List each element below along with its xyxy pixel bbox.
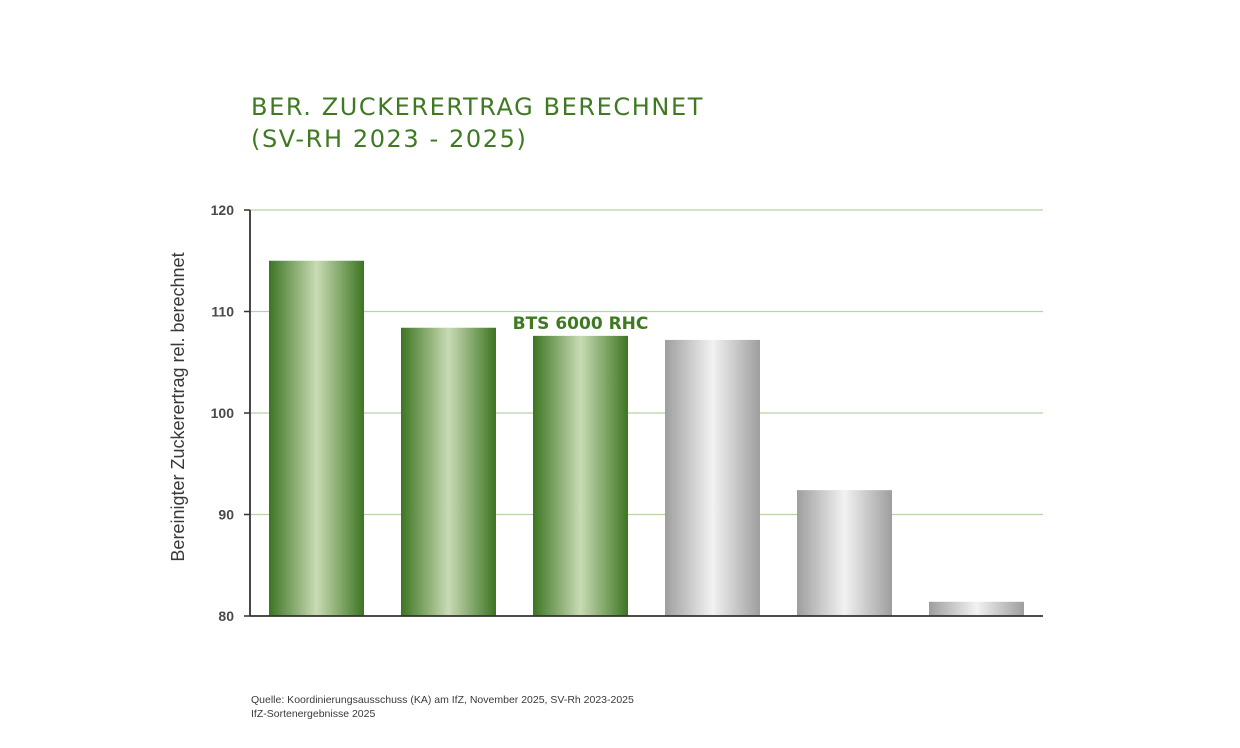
- chart-title-line-2: (SV-RH 2023 - 2025): [251, 125, 528, 153]
- bar-2: [401, 327, 496, 616]
- y-axis-label: Bereinigter Zuckerertrag rel. berechnet: [168, 252, 188, 561]
- source-note: Quelle: Koordinierungsausschuss (KA) am …: [251, 693, 634, 721]
- bar-annotation-1: BTS 6000 RHC: [513, 314, 649, 334]
- chart-title-line-1: BER. ZUCKERERTRAG BERECHNET: [251, 93, 704, 121]
- y-tick-label-90: 90: [218, 507, 234, 523]
- bar-5: [797, 490, 892, 616]
- bar-3: [533, 335, 628, 616]
- bars: [269, 260, 1024, 616]
- labels: 80 90 100 110 120 BTS 6000 RHC Bereinigter Zuc…: [168, 202, 648, 624]
- bar-6: [929, 601, 1024, 616]
- grid-lines: [250, 209, 1043, 516]
- y-tick-label-100: 100: [211, 405, 235, 421]
- source-line-1: Quelle: Koordinierungsausschuss (KA) am …: [251, 694, 634, 706]
- y-tick-label-80: 80: [218, 608, 234, 624]
- bar-1: [269, 260, 364, 616]
- bar-4: [665, 339, 760, 616]
- y-tick-label-110: 110: [211, 304, 234, 320]
- chart-title: BER. ZUCKERERTRAG BERECHNET (SV-RH 2023 …: [251, 91, 704, 155]
- y-tick-label-120: 120: [211, 202, 235, 218]
- source-line-2: IfZ-Sortenergebnisse 2025: [251, 708, 376, 720]
- axes: [244, 209, 1043, 617]
